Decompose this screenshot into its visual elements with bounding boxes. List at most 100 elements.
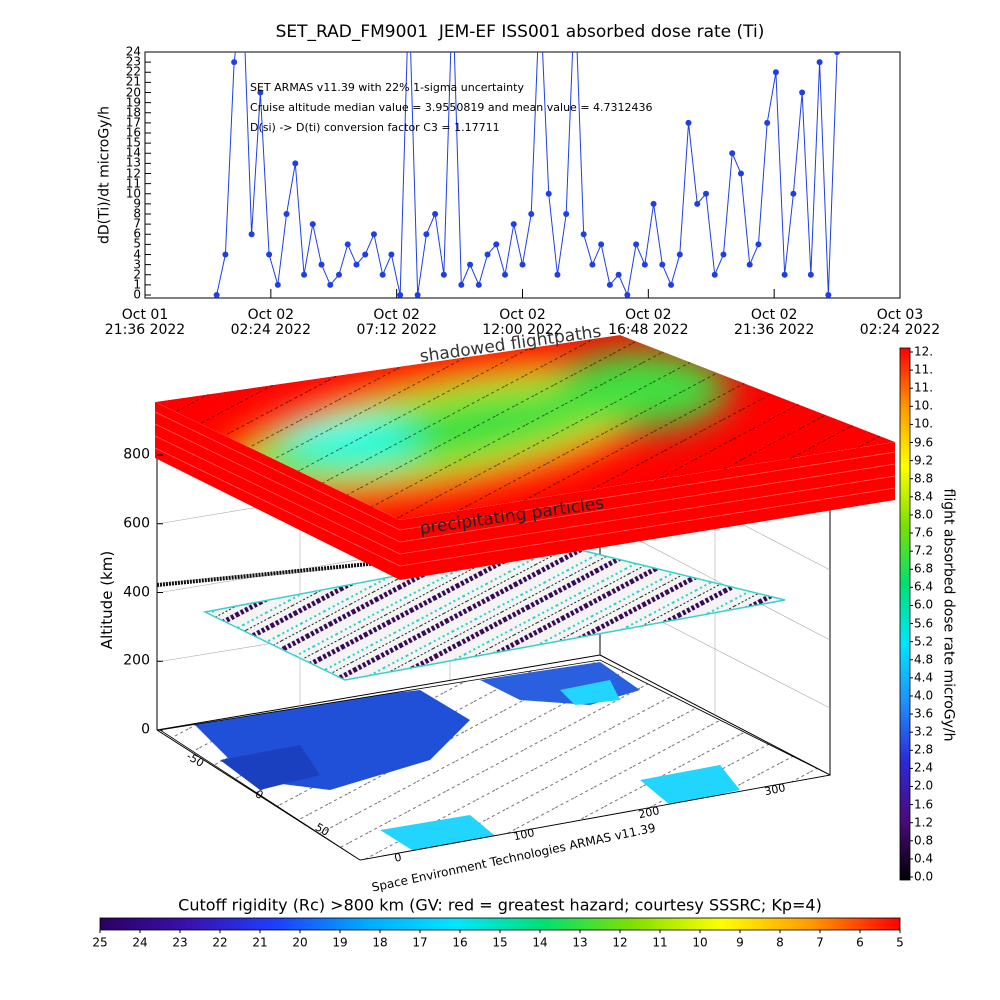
data-point bbox=[807, 271, 814, 278]
y-tick-label: 23 bbox=[125, 54, 141, 69]
colorbar-tick-label: 0.0 bbox=[914, 869, 934, 884]
colorbar-tick-label: 3.6 bbox=[914, 706, 934, 721]
data-point bbox=[301, 271, 308, 278]
colorbar-tick-label: 8 bbox=[776, 935, 784, 950]
colorbar bbox=[899, 347, 911, 881]
map-layer bbox=[160, 660, 830, 860]
data-point bbox=[213, 292, 220, 298]
data-point bbox=[353, 261, 360, 268]
data-point bbox=[545, 190, 552, 197]
x-tick-label: Oct 03 02:24 2022 bbox=[859, 307, 941, 338]
altitude-tick-label: 0 bbox=[141, 721, 150, 738]
data-point bbox=[528, 211, 535, 217]
y-tick-label: 20 bbox=[125, 85, 141, 100]
y-tick-label: 13 bbox=[125, 156, 141, 171]
colorbar-tick-label: 22 bbox=[212, 935, 228, 950]
data-point bbox=[475, 281, 482, 288]
x-tick-label: Oct 02 12:00 2022 bbox=[482, 307, 563, 338]
y-tick-label: 2 bbox=[133, 267, 141, 282]
data-point bbox=[554, 271, 561, 278]
colorbar-tick-label: 0.4 bbox=[914, 851, 934, 866]
annotation: SET ARMAS v11.39 with 22% 1-sigma uncert… bbox=[250, 81, 524, 95]
y-tick-label: 19 bbox=[125, 95, 141, 110]
particle-slab bbox=[154, 335, 896, 580]
data-point bbox=[703, 190, 710, 197]
data-point bbox=[397, 292, 404, 298]
colorbar-tick-label: 5.2 bbox=[914, 634, 934, 649]
colorbar-tick-label: 18 bbox=[372, 935, 388, 950]
data-point bbox=[633, 241, 640, 248]
colorbar-tick-label: 6.4 bbox=[914, 580, 934, 595]
colorbar-tick-label: 9.6 bbox=[914, 435, 934, 450]
colorbar-tick-label: 14 bbox=[532, 935, 548, 950]
colorbar-label: Cutoff rigidity (Rc) >800 km (GV: red = … bbox=[178, 895, 822, 915]
data-point bbox=[764, 119, 771, 126]
colorbar-tick-label: 6.0 bbox=[914, 598, 934, 613]
colorbar-tick-label: 2.0 bbox=[914, 779, 934, 794]
data-point bbox=[685, 119, 692, 126]
data-point bbox=[694, 200, 701, 207]
y-tick-label: 18 bbox=[125, 105, 141, 120]
colorbar-tick-label: 4.8 bbox=[914, 652, 934, 667]
data-point bbox=[624, 292, 631, 298]
data-point bbox=[737, 170, 744, 177]
colorbar-tick-label: 10. bbox=[914, 417, 934, 432]
data-point bbox=[493, 241, 500, 248]
y-tick-label: 15 bbox=[125, 135, 141, 150]
data-point bbox=[510, 221, 517, 228]
colorbar-tick-label: 10 bbox=[692, 935, 708, 950]
data-point bbox=[519, 261, 526, 268]
colorbar-tick-label: 19 bbox=[332, 935, 348, 950]
data-point bbox=[344, 241, 351, 248]
colorbar-tick-label: 8.4 bbox=[914, 489, 934, 504]
y-tick-label: 7 bbox=[133, 216, 141, 231]
data-point bbox=[598, 241, 605, 248]
altitude-tick-label: 800 bbox=[123, 446, 150, 463]
data-point bbox=[458, 281, 465, 288]
colorbar-tick-label: 1.6 bbox=[914, 797, 934, 812]
data-point bbox=[414, 292, 421, 298]
colorbar-tick-label: 5 bbox=[896, 935, 904, 950]
data-point bbox=[502, 271, 509, 278]
data-point bbox=[292, 160, 299, 167]
chart-title: SET_RAD_FM9001 JEM-EF ISS001 absorbed do… bbox=[275, 22, 765, 43]
colorbar-tick-label: 11 bbox=[652, 935, 668, 950]
y-tick-label: 12 bbox=[125, 166, 141, 181]
colorbar-tick-label: 9 bbox=[736, 935, 744, 950]
colorbar-tick-label: 25 bbox=[92, 935, 108, 950]
y-tick-label: 11 bbox=[125, 176, 141, 191]
data-point bbox=[231, 59, 238, 66]
data-point bbox=[781, 271, 788, 278]
y-tick-label: 9 bbox=[133, 196, 141, 211]
y-tick-label: 1 bbox=[133, 277, 141, 292]
data-point bbox=[615, 271, 622, 278]
data-point bbox=[327, 281, 334, 288]
y-tick-label: 10 bbox=[125, 186, 141, 201]
data-point bbox=[816, 59, 823, 66]
data-point bbox=[825, 292, 832, 298]
y-tick-label: 14 bbox=[125, 145, 141, 160]
colorbar-tick-label: 21 bbox=[252, 935, 268, 950]
data-point bbox=[659, 261, 666, 268]
annotation: Cruise altitude median value = 3.9550819… bbox=[250, 101, 653, 115]
data-point bbox=[274, 281, 281, 288]
x-tick-label: Oct 02 21:36 2022 bbox=[733, 307, 815, 338]
data-point bbox=[720, 251, 727, 258]
x-tick-label: Oct 02 02:24 2022 bbox=[230, 307, 312, 338]
colorbar-tick-label: 6.8 bbox=[914, 561, 934, 576]
data-point bbox=[362, 251, 369, 258]
data-point bbox=[266, 251, 273, 258]
colorbar-tick-label: 12 bbox=[612, 935, 628, 950]
y-tick-label: 4 bbox=[133, 247, 141, 262]
y-tick-label: 22 bbox=[125, 64, 141, 79]
data-point bbox=[467, 261, 474, 268]
colorbar-tick-label: 8.8 bbox=[914, 471, 934, 486]
y-tick-label: 21 bbox=[125, 75, 141, 90]
colorbar-tick-label: 17 bbox=[412, 935, 428, 950]
altitude-tick-label: 600 bbox=[123, 515, 150, 532]
data-point bbox=[790, 190, 797, 197]
colorbar-tick-label: 3.2 bbox=[914, 724, 934, 739]
colorbar-tick-label: 10. bbox=[914, 399, 934, 413]
